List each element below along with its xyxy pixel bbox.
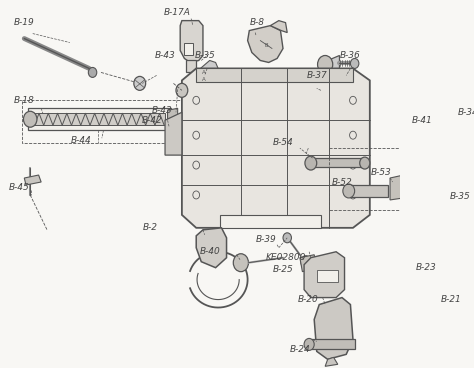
Text: B-34: B-34 — [458, 108, 474, 117]
Text: B-25: B-25 — [273, 265, 293, 274]
Polygon shape — [350, 185, 388, 197]
Circle shape — [360, 157, 370, 169]
Text: B-8: B-8 — [250, 18, 265, 27]
Circle shape — [176, 84, 188, 97]
Polygon shape — [390, 175, 407, 200]
Circle shape — [318, 56, 333, 74]
Text: B-17A: B-17A — [164, 8, 191, 17]
Polygon shape — [180, 21, 203, 63]
Polygon shape — [184, 43, 193, 56]
Text: B-41: B-41 — [412, 116, 432, 125]
Polygon shape — [304, 252, 345, 298]
Text: B-42: B-42 — [142, 116, 163, 125]
Circle shape — [88, 67, 97, 77]
Polygon shape — [33, 113, 165, 125]
Circle shape — [343, 184, 355, 198]
Polygon shape — [433, 272, 471, 329]
Text: B-54: B-54 — [273, 138, 293, 147]
Text: A: A — [202, 77, 206, 82]
Polygon shape — [201, 60, 220, 84]
Polygon shape — [312, 158, 363, 167]
Text: B-44: B-44 — [70, 136, 91, 145]
Text: B-21: B-21 — [441, 295, 462, 304]
Polygon shape — [328, 56, 339, 72]
Text: B-43: B-43 — [152, 106, 173, 115]
Text: B-53: B-53 — [371, 167, 392, 177]
Polygon shape — [196, 68, 353, 82]
Circle shape — [233, 254, 248, 272]
Circle shape — [23, 111, 37, 127]
Text: B-20: B-20 — [298, 295, 319, 304]
Polygon shape — [182, 68, 370, 228]
Polygon shape — [220, 215, 321, 228]
Polygon shape — [186, 60, 196, 72]
Polygon shape — [300, 255, 317, 272]
Circle shape — [283, 233, 292, 243]
Text: B-24: B-24 — [290, 345, 310, 354]
Text: B-2: B-2 — [143, 223, 158, 232]
Text: B-18: B-18 — [14, 96, 35, 105]
Text: B-39: B-39 — [256, 235, 276, 244]
Circle shape — [301, 256, 311, 268]
Circle shape — [461, 198, 473, 212]
Text: B-35: B-35 — [450, 192, 470, 201]
Text: B-43: B-43 — [155, 51, 175, 60]
Circle shape — [456, 304, 466, 315]
Circle shape — [350, 59, 359, 68]
Polygon shape — [473, 122, 474, 195]
Polygon shape — [167, 108, 178, 132]
Text: B-37: B-37 — [306, 71, 327, 80]
Polygon shape — [196, 228, 227, 268]
Polygon shape — [27, 108, 171, 130]
Polygon shape — [426, 190, 447, 208]
Circle shape — [305, 156, 317, 170]
Polygon shape — [270, 21, 287, 33]
Polygon shape — [325, 357, 338, 366]
Text: B-19: B-19 — [14, 18, 35, 27]
Circle shape — [134, 77, 146, 91]
Polygon shape — [165, 112, 182, 155]
Polygon shape — [314, 298, 353, 359]
Polygon shape — [426, 150, 447, 170]
Text: B-45: B-45 — [9, 184, 29, 192]
Polygon shape — [24, 175, 41, 185]
Text: A: A — [202, 70, 206, 75]
Text: B: B — [264, 43, 268, 48]
Polygon shape — [317, 270, 338, 282]
Text: B-52: B-52 — [332, 177, 352, 187]
Polygon shape — [437, 325, 463, 342]
Text: B-36: B-36 — [340, 51, 361, 60]
Circle shape — [304, 339, 314, 350]
Text: B-23: B-23 — [416, 263, 437, 272]
Polygon shape — [422, 125, 452, 195]
Text: B-40: B-40 — [200, 247, 220, 256]
Text: B-35: B-35 — [194, 51, 215, 60]
Polygon shape — [311, 339, 355, 349]
Polygon shape — [247, 26, 283, 63]
Text: KE02800: KE02800 — [265, 253, 306, 262]
